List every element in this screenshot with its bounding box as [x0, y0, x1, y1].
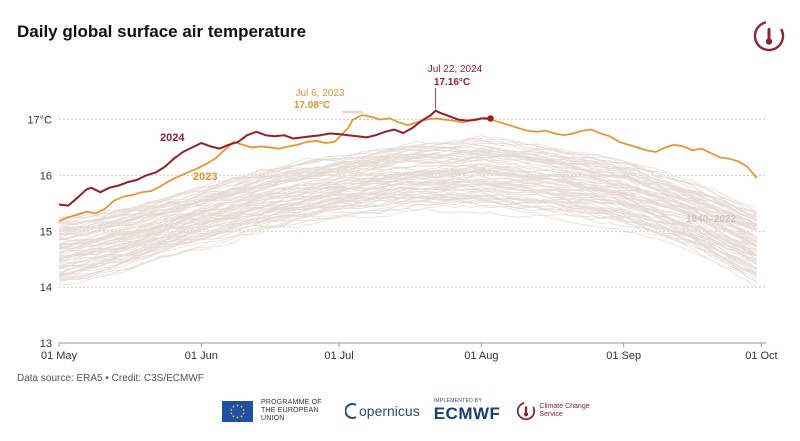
x-tick-label: 01 Sep — [606, 350, 641, 362]
footer-logos: PROGRAMME OF THE EUROPEAN UNION opernicu… — [222, 396, 599, 426]
temperature-line-chart: 13 14 15 16 17°C 01 May 01 Jun 01 Jul 01 Aug 01 S… — [27, 64, 777, 362]
historical-year-line — [58, 196, 758, 276]
historical-year-line — [58, 200, 757, 280]
series-label-2024: 2024 — [160, 132, 185, 144]
historical-year-line — [58, 169, 757, 249]
historical-range-label: 1940–2022 — [686, 214, 736, 225]
eu-flag-icon — [222, 400, 253, 422]
copernicus-c-icon — [345, 403, 357, 419]
historical-year-line — [58, 204, 758, 284]
x-tick-label: 01 Aug — [464, 350, 498, 362]
series-lines — [58, 109, 758, 222]
series-2024-end-dot — [487, 115, 494, 122]
historical-year-line — [58, 154, 758, 241]
annotation-2024-date: Jul 22, 2024 — [428, 64, 483, 75]
annotation-2023-value: 17.08°C — [294, 100, 330, 111]
copernicus-wordmark: opernicus — [359, 403, 420, 419]
c3s-small-logo-icon — [517, 401, 536, 421]
y-tick-label: 15 — [40, 226, 52, 238]
c3s-thermometer-logo-icon — [753, 20, 785, 52]
y-tick-label: 16 — [40, 170, 52, 182]
x-tick-label: 01 Jul — [324, 350, 353, 362]
c3s-wordmark: Climate Change Service — [539, 403, 590, 418]
ecmwf-wordmark: ECMWF — [433, 404, 501, 423]
historical-year-line — [58, 181, 757, 264]
annotation-2023-leader — [342, 111, 363, 114]
historical-year-line — [58, 146, 757, 229]
eu-programme-text: PROGRAMME OF THE EUROPEAN UNION — [261, 399, 322, 422]
historical-year-line — [58, 195, 757, 277]
historical-year-line — [58, 207, 758, 288]
series-line-2023 — [58, 114, 758, 222]
x-tick-label: 01 Oct — [745, 350, 777, 362]
historical-year-line — [58, 187, 757, 264]
historical-year-line — [59, 152, 757, 234]
historical-lines — [58, 135, 758, 288]
chart-title: Daily global surface air temperature — [17, 22, 307, 41]
historical-year-line — [58, 198, 757, 281]
historical-year-line — [58, 147, 757, 229]
series-line-2024 — [58, 109, 491, 207]
historical-year-line — [58, 179, 758, 258]
historical-year-line — [58, 175, 757, 257]
x-tick-label: 01 Jun — [185, 350, 218, 362]
y-tick-label: 13 — [40, 338, 52, 350]
historical-year-line — [58, 193, 757, 273]
historical-year-line — [58, 142, 757, 222]
ecmwf-logo: IMPLEMENTED BY ECMWF — [434, 398, 501, 424]
grid-layer: 13 14 15 16 17°C 01 May 01 Jun 01 Jul 01 Aug 01 S… — [27, 115, 777, 362]
annotation-2023-date: Jul 6, 2023 — [296, 88, 345, 99]
c3s-logo: Climate Change Service — [516, 401, 599, 421]
historical-year-line — [58, 200, 757, 282]
historical-year-line — [58, 170, 757, 247]
historical-year-line — [58, 192, 758, 274]
historical-year-line — [58, 140, 757, 224]
historical-year-line — [58, 165, 757, 246]
x-tick-label: 01 May — [41, 350, 78, 362]
annotation-2024-value: 17.16°C — [434, 77, 470, 88]
y-tick-label: 17°C — [27, 115, 52, 127]
historical-year-line — [58, 135, 757, 219]
data-source-credit: Data source: ERA5 • Credit: C3S/ECMWF — [17, 373, 204, 384]
historical-year-line — [58, 152, 757, 234]
series-label-2023: 2023 — [193, 171, 217, 183]
y-tick-label: 14 — [40, 282, 52, 294]
copernicus-logo: opernicus — [345, 402, 420, 420]
ecmwf-implemented-by: IMPLEMENTED BY — [433, 398, 483, 404]
